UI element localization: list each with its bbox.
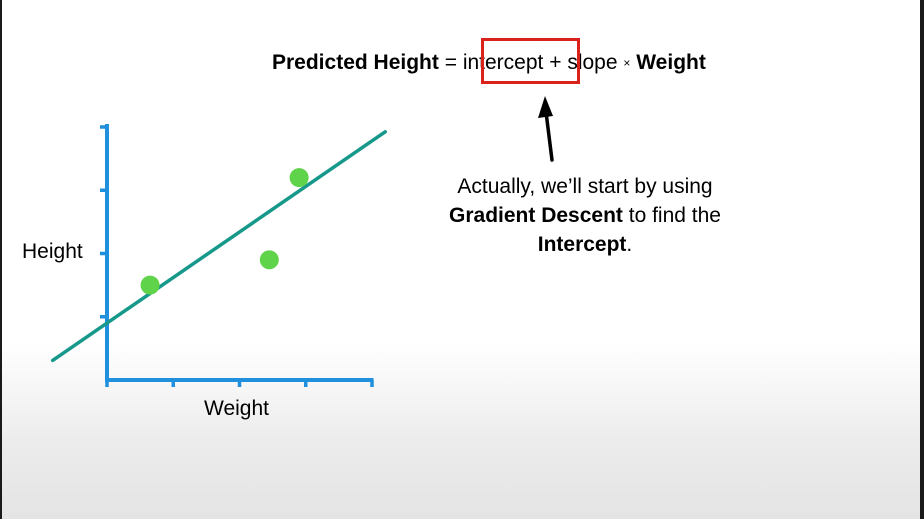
- annotation-intercept: Intercept: [537, 233, 627, 256]
- fit-line-group: [50, 130, 387, 363]
- data-point: [289, 168, 309, 188]
- arrow-shaft: [544, 110, 554, 162]
- chart-axes: [100, 124, 374, 387]
- intercept-highlight-box: [481, 38, 580, 84]
- equation-times: ×: [623, 56, 631, 70]
- frame-border-left: [0, 0, 2, 519]
- data-points: [140, 168, 309, 295]
- x-axis-label: Weight: [204, 397, 269, 420]
- annotation-line-2-rest: to find the: [622, 204, 721, 227]
- equation-lhs: Predicted Height: [272, 51, 439, 74]
- arrow-group: [538, 96, 554, 162]
- arrow-head: [538, 96, 553, 118]
- equation-equals: =: [444, 51, 457, 74]
- fit-line: [50, 130, 387, 363]
- equation-plus: +: [549, 51, 562, 74]
- annotation-line-1: Actually, we’ll start by using: [457, 175, 713, 198]
- annotation-line-2: Gradient Descent to find the: [400, 201, 770, 230]
- frame-border-right: [920, 0, 924, 519]
- data-point: [259, 250, 279, 270]
- data-point: [140, 275, 160, 295]
- annotation-gradient-descent: Gradient Descent: [449, 204, 623, 227]
- y-axis-label: Height: [22, 240, 83, 263]
- annotation-line-3: Intercept.: [400, 230, 770, 259]
- equation-weight-term: Weight: [636, 51, 706, 74]
- annotation-line-3-rest: .: [626, 233, 633, 256]
- annotation-text: Actually, we’ll start by using Gradient …: [400, 172, 770, 259]
